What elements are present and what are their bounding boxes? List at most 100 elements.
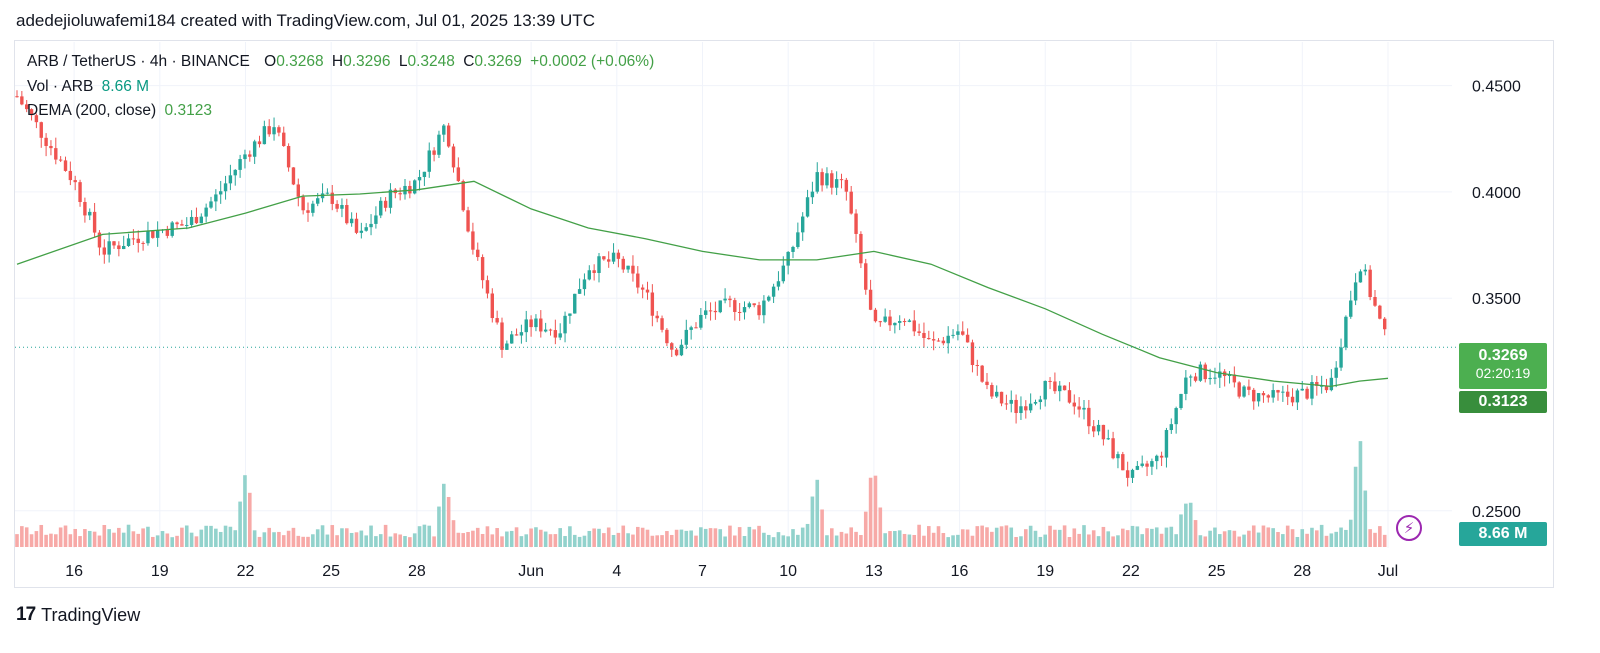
volume-bar — [243, 475, 247, 547]
volume-bar — [15, 534, 19, 547]
volume-bar — [1057, 529, 1062, 547]
candle-body — [1106, 438, 1110, 440]
candle-body — [1004, 403, 1009, 405]
candle-body — [893, 322, 897, 326]
candle-body — [1305, 388, 1309, 399]
volume-bar — [602, 533, 606, 547]
candle-body — [306, 210, 310, 213]
candle-body — [374, 215, 378, 224]
candle-body — [282, 132, 286, 146]
candle-body — [311, 203, 315, 213]
candle-body — [20, 96, 24, 105]
candle-body — [1043, 380, 1047, 400]
chart-caption: adedejioluwafemi184 created with Trading… — [16, 11, 595, 30]
volume-legend[interactable]: Vol · ARB 8.66 M — [27, 78, 153, 96]
volume-bar — [1043, 534, 1047, 547]
volume-bar — [1378, 526, 1382, 547]
lightning-icon[interactable]: ⚡ — [1396, 515, 1422, 541]
candle-body — [1208, 377, 1212, 380]
volume-bar — [286, 530, 291, 547]
volume-bar — [369, 525, 373, 547]
candle-body — [413, 180, 417, 194]
volume-bar — [679, 529, 684, 547]
volume-bar — [49, 533, 53, 547]
volume-bar — [839, 531, 844, 547]
volume-bar — [616, 532, 621, 547]
candle-body — [931, 339, 936, 341]
time-axis-label: 16 — [65, 563, 83, 580]
volume-bar — [669, 534, 674, 547]
volume-bar — [170, 537, 174, 547]
candle-body — [946, 335, 950, 344]
volume-bar — [330, 525, 335, 547]
volume-bar — [1368, 529, 1372, 547]
volume-bar — [834, 535, 839, 547]
volume-bar — [107, 529, 111, 547]
volume-bar — [519, 536, 524, 547]
high-value: 0.3296 — [343, 53, 391, 70]
volume-bar — [1218, 534, 1222, 547]
low-value: 0.3248 — [407, 53, 455, 70]
candle-body — [228, 175, 233, 184]
candle-body — [277, 127, 281, 133]
candle-body — [791, 246, 795, 252]
symbol-label[interactable]: ARB / TetherUS · 4h · BINANCE — [27, 53, 250, 70]
candle-body — [68, 170, 73, 181]
candle-body — [490, 293, 494, 319]
candle-body — [1155, 455, 1159, 462]
time-axis-label: 22 — [237, 563, 255, 580]
candle-body — [1038, 399, 1043, 403]
dema-legend[interactable]: DEMA (200, close) 0.3123 — [27, 102, 216, 120]
candle-body — [1019, 406, 1023, 414]
volume-bar — [34, 531, 39, 547]
volume-bar — [112, 532, 116, 547]
candle-body — [1353, 282, 1358, 301]
volume-bar — [388, 536, 393, 547]
candle-body — [1048, 380, 1052, 382]
volume-bar — [917, 524, 921, 547]
volume-bar — [505, 531, 509, 547]
volume-bar — [78, 536, 82, 547]
candle-body — [830, 173, 834, 188]
volume-bar — [480, 533, 485, 547]
volume-bar — [252, 530, 257, 547]
volume-bar — [141, 528, 145, 547]
volume-bar — [1222, 531, 1227, 547]
volume-bar — [422, 524, 427, 547]
volume-bar — [1091, 530, 1096, 547]
candle-body — [1319, 385, 1324, 387]
volume-bar — [912, 534, 917, 547]
candle-body — [611, 252, 616, 262]
candle-body — [267, 126, 271, 135]
candle-body — [73, 180, 77, 183]
volume-bar — [296, 535, 301, 547]
volume-bar — [403, 536, 407, 547]
volume-bar — [87, 530, 92, 547]
chart-frame — [14, 40, 1554, 588]
candle-body — [165, 229, 170, 236]
price-axis-label: 0.2500 — [1472, 504, 1521, 521]
candle-body — [1014, 399, 1018, 414]
candle-body — [767, 296, 771, 301]
tradingview-footer[interactable]: 17 TradingView — [16, 604, 140, 626]
candle-body — [122, 245, 126, 250]
candle-body — [1247, 386, 1251, 390]
volume-bar — [1067, 536, 1072, 547]
candle-body — [1339, 347, 1343, 368]
volume-bar — [1009, 527, 1014, 547]
time-axis-label: 25 — [1208, 563, 1226, 580]
candle-body — [1276, 390, 1280, 393]
candle-body — [131, 238, 136, 240]
time-axis-label: 10 — [779, 563, 797, 580]
candle-body — [1344, 316, 1348, 348]
time-axis-label: 19 — [1036, 563, 1054, 580]
volume-bar — [471, 530, 475, 547]
candle-body — [1261, 393, 1266, 396]
volume-bar — [781, 535, 786, 547]
candle-body — [175, 222, 179, 225]
volume-bar — [796, 534, 800, 547]
candle-body — [92, 211, 97, 233]
candle-body — [107, 241, 111, 255]
candle-body — [238, 159, 242, 170]
